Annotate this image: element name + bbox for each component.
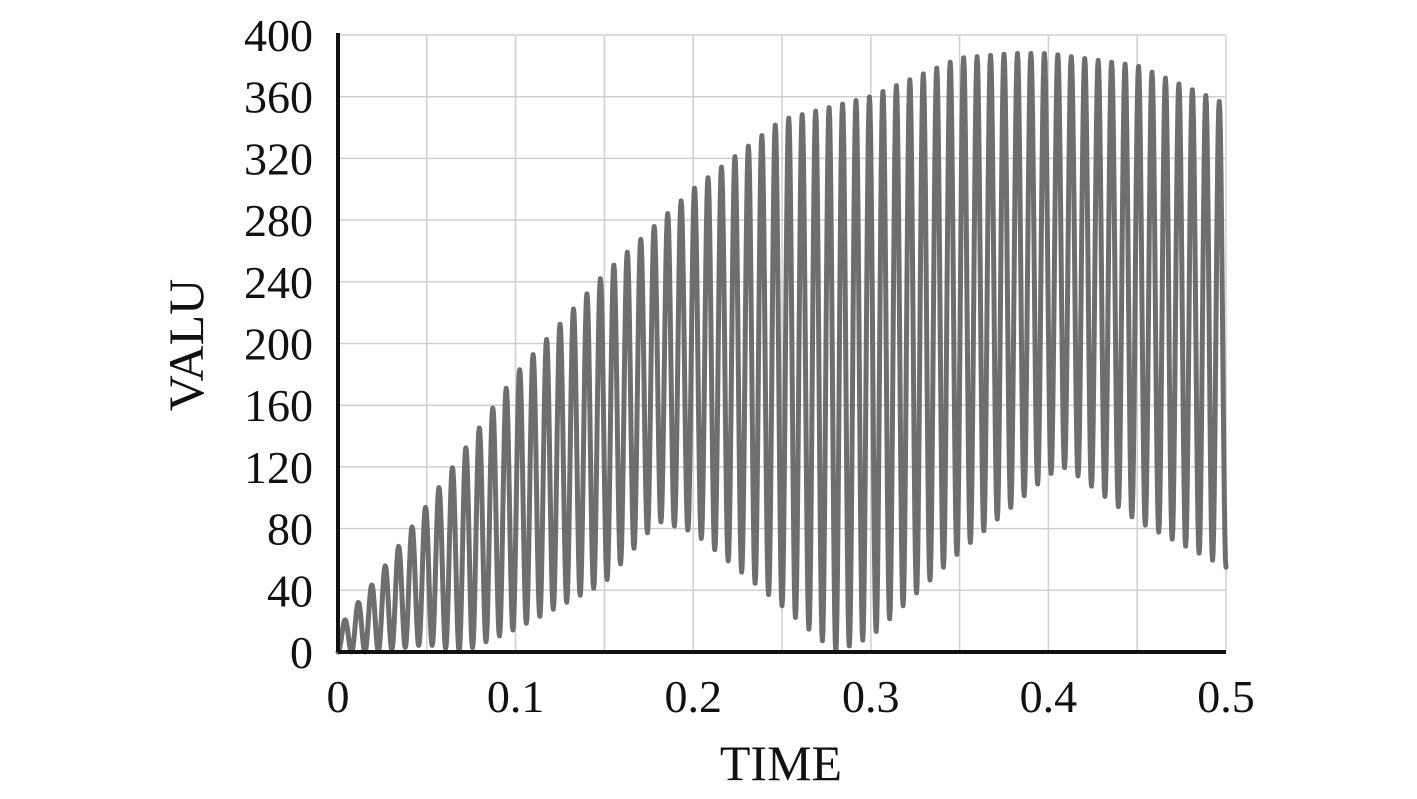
series-line-0 (335, 51, 1229, 655)
y-tick-label: 240 (244, 257, 313, 308)
y-tick-labels: 0 40 80 120 160 200 240 280 320 360 400 (244, 10, 313, 678)
x-tick-label: 0.4 (1020, 671, 1078, 722)
x-tick-label: 0 (327, 671, 350, 722)
y-tick-label: 280 (244, 195, 313, 246)
axes (336, 33, 1226, 654)
x-axis-title: TIME (720, 735, 842, 791)
y-tick-label: 0 (290, 627, 313, 678)
y-tick-label: 80 (267, 504, 313, 555)
x-tick-label: 0.5 (1197, 671, 1255, 722)
y-tick-label: 120 (244, 442, 313, 493)
x-tick-label: 0.3 (842, 671, 900, 722)
y-tick-label: 160 (244, 380, 313, 431)
y-axis-title: VALU (158, 279, 214, 411)
x-tick-labels: 0 0.1 0.2 0.3 0.4 0.5 (327, 671, 1255, 722)
y-tick-label: 320 (244, 133, 313, 184)
x-tick-label: 0.2 (664, 671, 722, 722)
plot-area (335, 51, 1229, 655)
y-tick-label: 40 (267, 565, 313, 616)
y-tick-label: 360 (244, 72, 313, 123)
y-tick-label: 400 (244, 10, 313, 61)
y-tick-label: 200 (244, 319, 313, 370)
x-tick-label: 0.1 (487, 671, 545, 722)
